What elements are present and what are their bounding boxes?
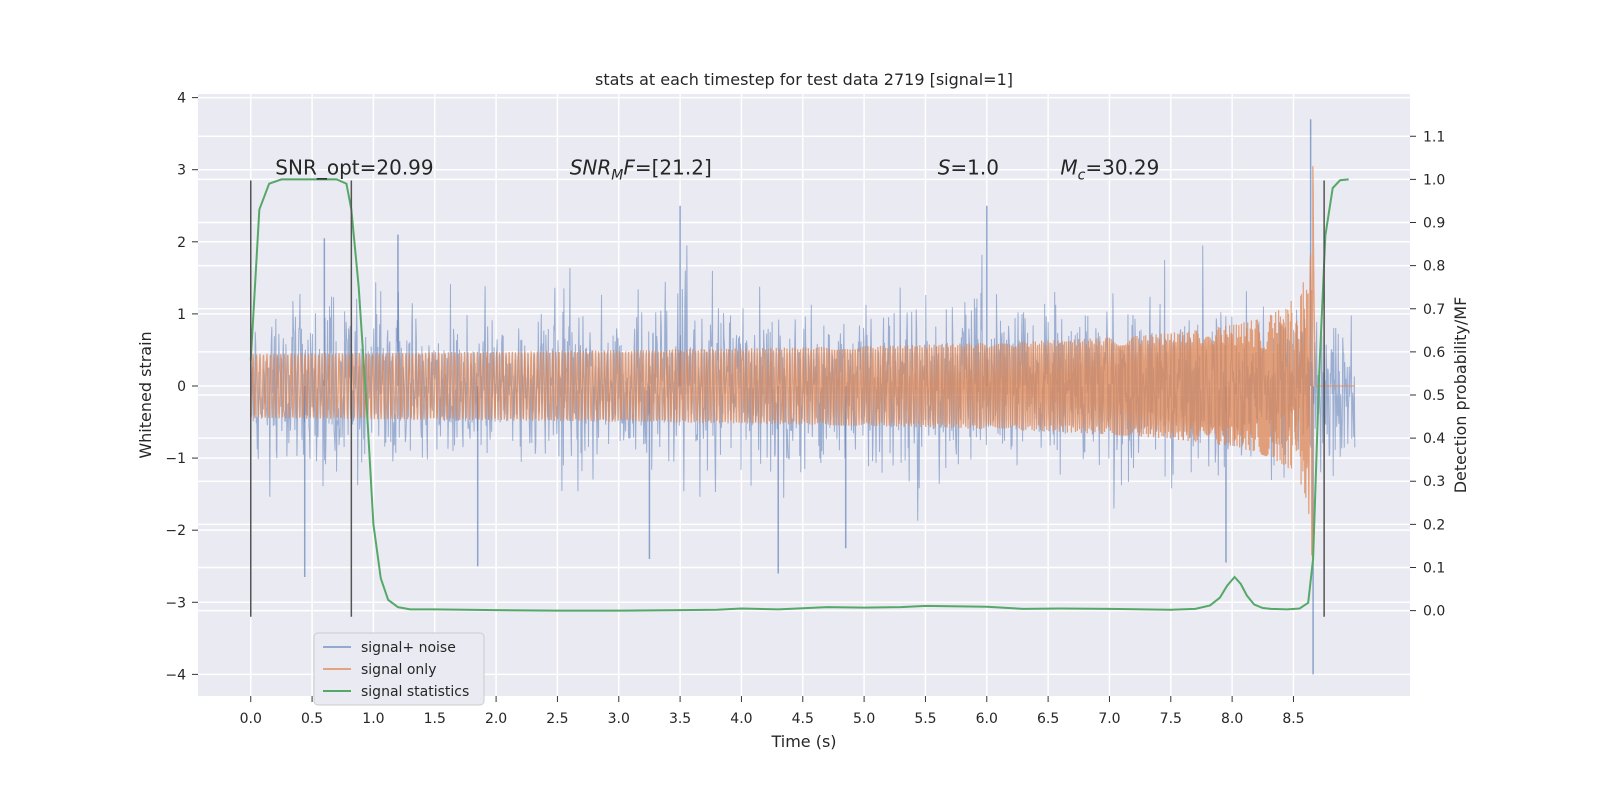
y-tick-label: 2 [177,235,186,251]
x-tick-label: 8.5 [1282,711,1304,727]
series-line-signal-only [250,166,1355,559]
y2-tick-label: 0.1 [1423,560,1445,576]
y2-tick-label: 0.6 [1423,345,1445,361]
vertical-marker-lines [249,180,1325,617]
x-tick-label: 2.5 [546,711,568,727]
y2-tick-label: 0.7 [1423,302,1445,318]
x-tick-label: 2.0 [485,711,507,727]
y2-tick-label: 0.4 [1423,431,1445,447]
legend-label: signal+ noise [361,640,456,656]
y2-tick-label: 0.0 [1423,604,1445,620]
y-tick-label: −4 [165,667,186,683]
y2-tick-label: 0.3 [1423,474,1445,490]
annotations: SNR_opt=20.99 SNRMF=[21.2] S=1.0 Mc=30.29 [275,156,1159,184]
legend: signal+ noise signal only signal statistic… [313,632,485,706]
series-spikes-signal-noise [303,119,1314,675]
x-tick-label: 1.0 [362,711,384,727]
legend-label: signal only [361,662,436,678]
y-tick-label: 0 [177,379,186,395]
x-tick-label: 6.0 [976,711,998,727]
x-tick-label: 7.5 [1160,711,1182,727]
y2-tick-label: 0.8 [1423,259,1445,275]
x-tick-label: 0.5 [301,711,323,727]
x-axis-ticks: 0.0 0.5 1.0 1.5 2.0 2.5 3.0 3.5 4.0 4.5 5.0 5.5 6.0 6… [240,696,1305,727]
y2-axis-ticks: 0.0 0.1 0.2 0.3 0.4 0.5 0.6 0.7 0.8 0.9 1.0 1.1 [1410,129,1445,620]
x-tick-label: 3.0 [608,711,630,727]
series-layer [249,119,1356,675]
x-tick-label: 8.0 [1221,711,1243,727]
annotation-text: SNRMF=[21.2] [570,156,712,184]
annotation-text: SNR_opt=20.99 [275,156,433,180]
chart-title: stats at each timestep for test data 271… [595,70,1013,89]
x-tick-label: 5.0 [853,711,875,727]
annotation-text: S=1.0 [938,156,999,180]
legend-box [313,632,485,706]
x-tick-label: 7.0 [1098,711,1120,727]
x-tick-label: 3.5 [669,711,691,727]
y2-tick-label: 0.2 [1423,517,1445,533]
x-tick-label: 6.5 [1037,711,1059,727]
legend-items: signal+ noise signal only signal statistic… [323,640,469,700]
y-axis-label: Whitened strain [136,331,155,458]
y-tick-label: 1 [177,307,186,323]
y-axis-ticks: −4 −3 −2 −1 0 1 2 3 4 [165,91,198,683]
y2-tick-label: 0.5 [1423,388,1445,404]
y-tick-label: −3 [165,595,186,611]
y-tick-label: 4 [177,91,186,107]
y2-tick-label: 1.1 [1423,129,1445,145]
y2-tick-label: 0.9 [1423,216,1445,232]
x-tick-label: 1.5 [424,711,446,727]
series-line-signal-statistics [249,178,1349,612]
legend-label: signal statistics [361,684,469,700]
y-tick-label: −1 [165,451,186,467]
y2-tick-label: 1.0 [1423,172,1445,188]
y2-axis-label: Detection probability/MF [1451,297,1470,494]
x-tick-label: 0.0 [240,711,262,727]
x-tick-label: 4.5 [792,711,814,727]
x-tick-label: 5.5 [914,711,936,727]
y-tick-label: 3 [177,163,186,179]
annotation-text: Mc=30.29 [1060,156,1159,184]
x-axis-label: Time (s) [770,732,836,751]
y-tick-label: −2 [165,523,186,539]
x-tick-label: 4.0 [730,711,752,727]
